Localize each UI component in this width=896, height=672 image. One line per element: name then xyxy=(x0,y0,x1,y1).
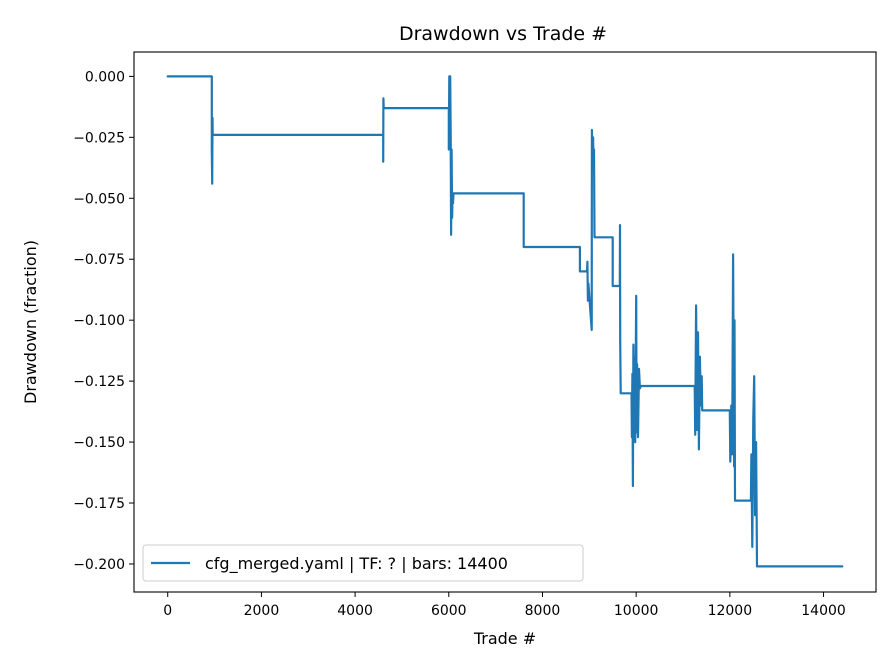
y-tick-label: −0.100 xyxy=(73,313,125,329)
series-lines xyxy=(166,75,844,568)
x-tick-label: 6000 xyxy=(431,603,467,619)
y-tick-label: −0.075 xyxy=(73,252,125,268)
x-tick-label: 10000 xyxy=(614,603,659,619)
y-tick-label: −0.150 xyxy=(73,435,125,451)
y-tick-label: −0.125 xyxy=(73,374,125,390)
x-tick-label: 8000 xyxy=(525,603,561,619)
x-tick-label: 2000 xyxy=(244,603,280,619)
y-axis-label: Drawdown (fraction) xyxy=(21,240,40,404)
x-tick-label: 4000 xyxy=(337,603,373,619)
y-tick-label: −0.025 xyxy=(73,130,125,146)
x-axis-label: Trade # xyxy=(473,629,536,648)
y-tick-label: −0.175 xyxy=(73,496,125,512)
axes-frame xyxy=(133,51,877,593)
x-tick-label: 0 xyxy=(163,603,172,619)
y-tick-label: −0.050 xyxy=(73,191,125,207)
legend: cfg_merged.yaml | TF: ? | bars: 14400 xyxy=(142,544,584,582)
x-axis-ticks: 0 2000 4000 6000 8000 10000 12000 14000 xyxy=(163,592,846,619)
legend-label: cfg_merged.yaml | TF: ? | bars: 14400 xyxy=(205,554,508,574)
chart-title: Drawdown vs Trade # xyxy=(399,23,607,45)
y-axis-ticks: 0.000 −0.025 −0.050 −0.075 −0.100 −0.125 −0.15… xyxy=(73,69,134,573)
y-tick-label: 0.000 xyxy=(85,69,125,85)
x-tick-label: 14000 xyxy=(801,603,846,619)
series-line xyxy=(166,75,844,568)
y-tick-label: −0.200 xyxy=(73,557,125,573)
legend-box xyxy=(142,544,584,582)
x-tick-label: 12000 xyxy=(708,603,753,619)
